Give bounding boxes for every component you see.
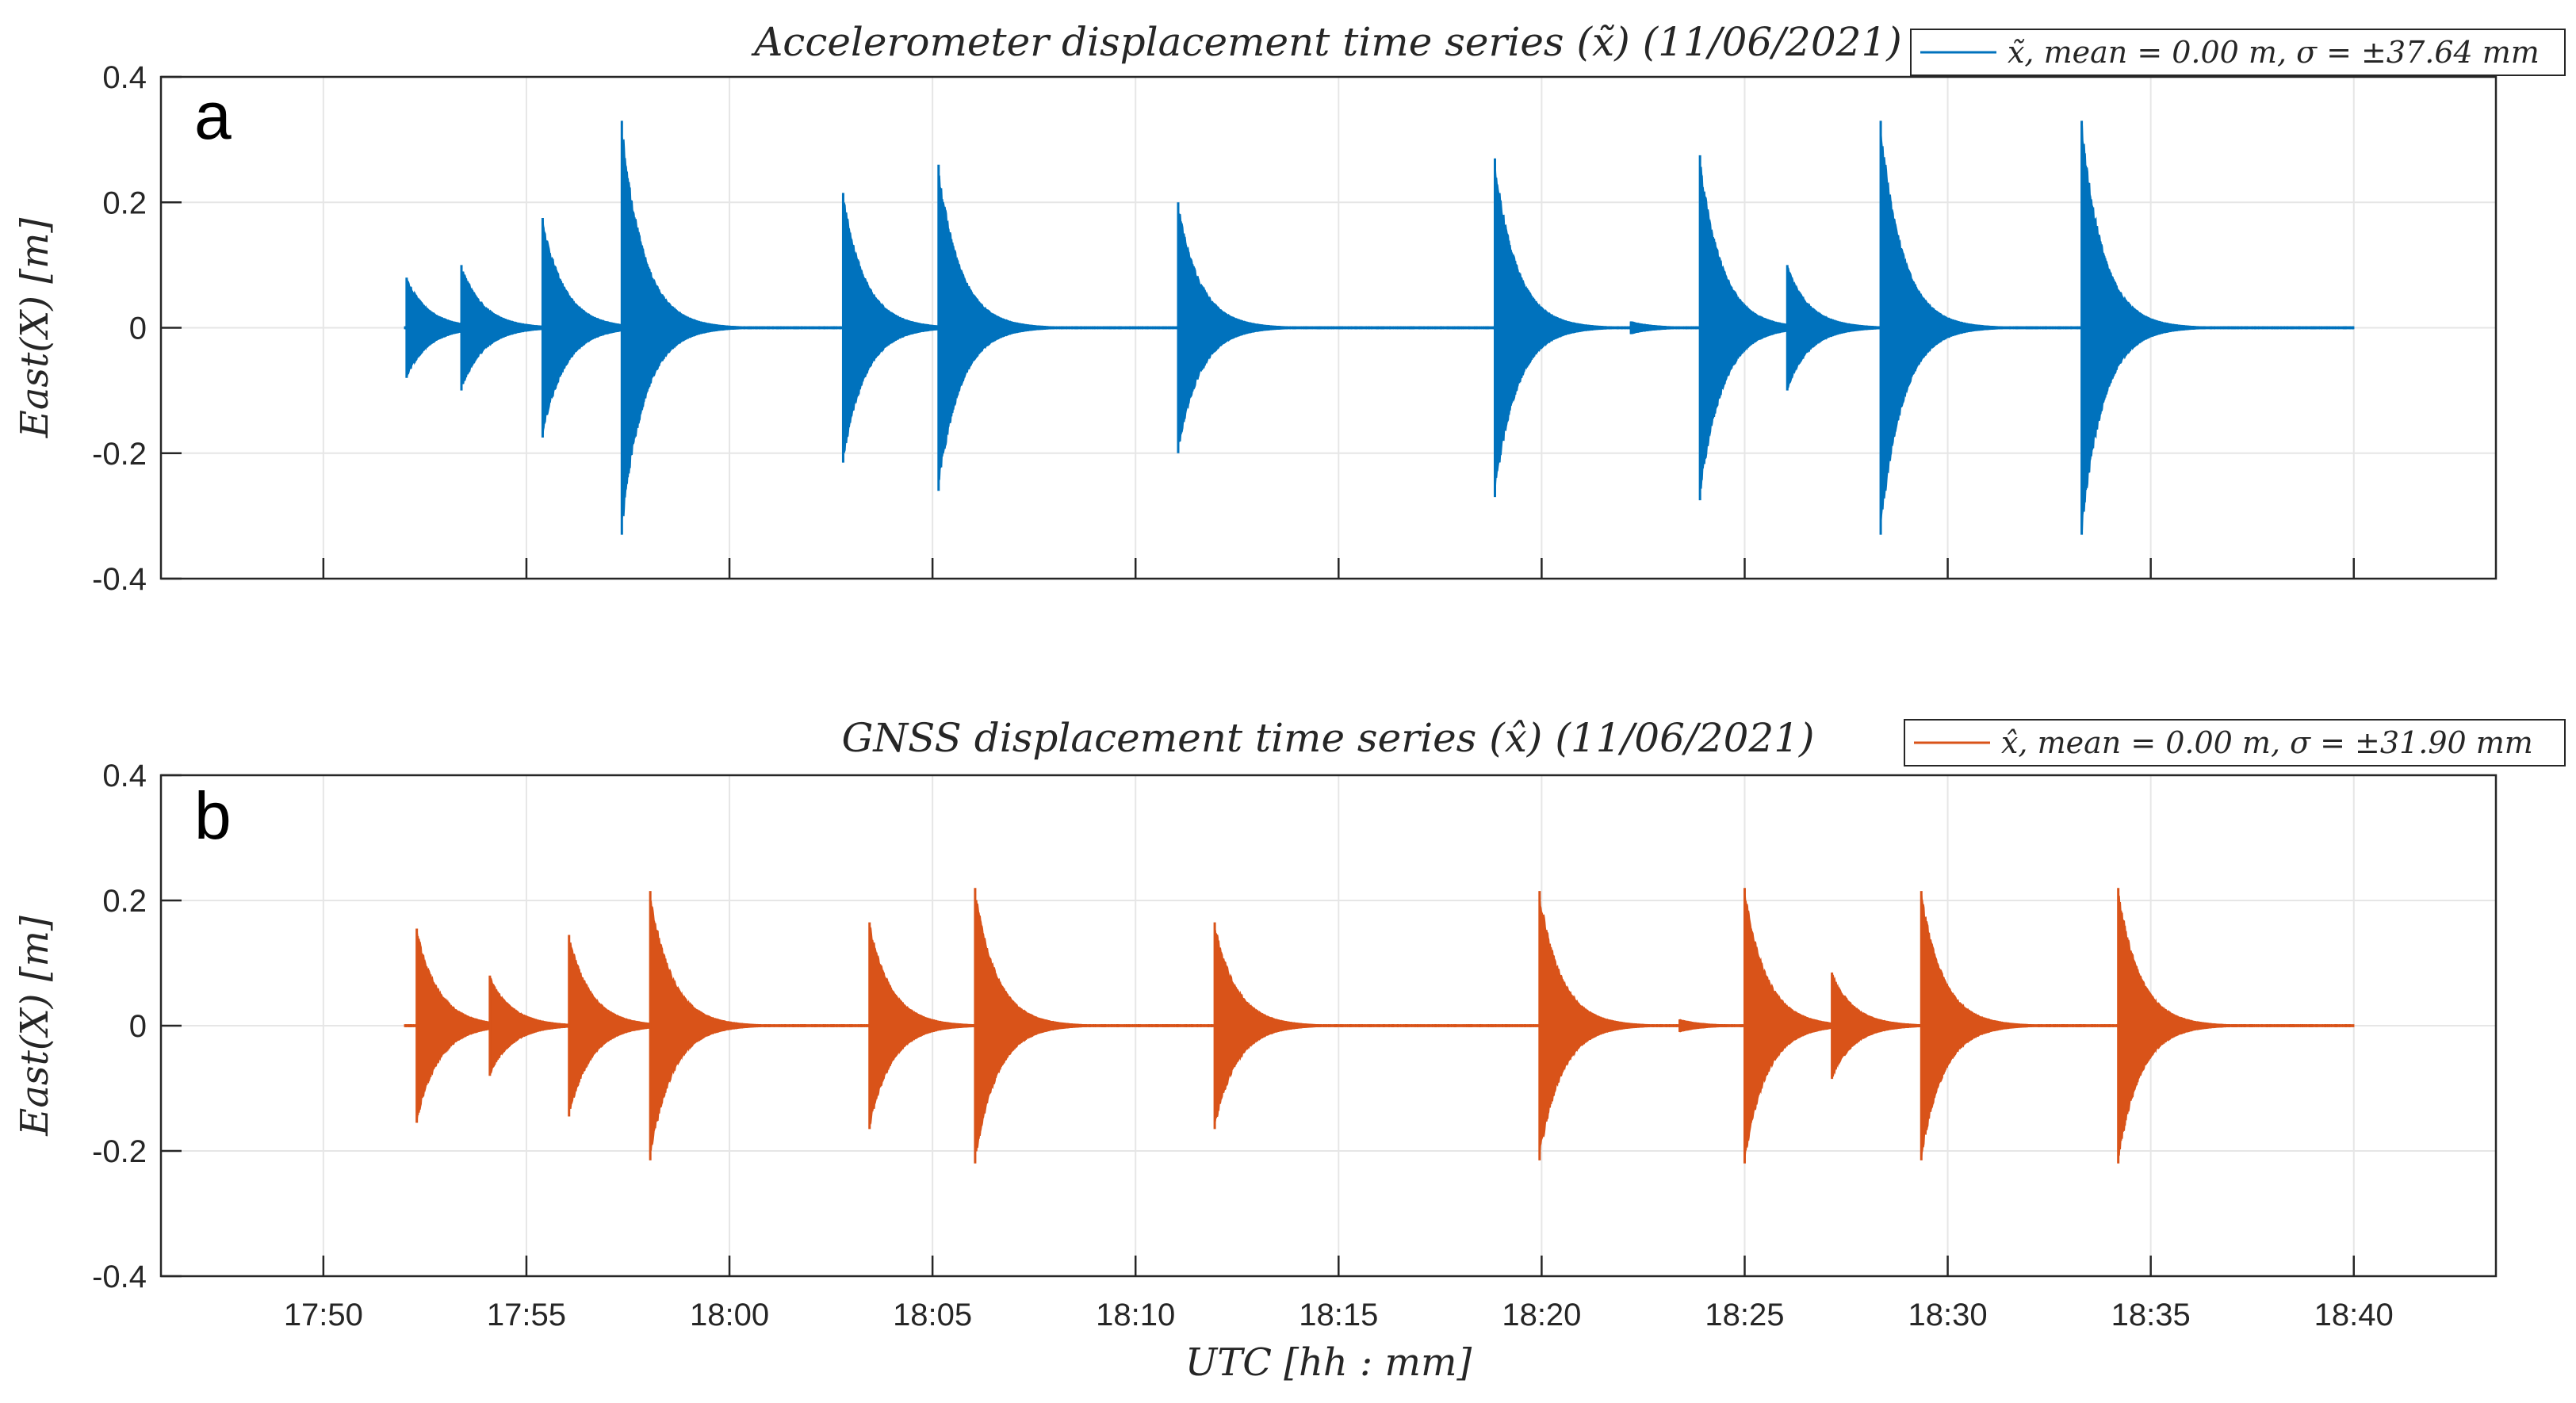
- x-tick-label: 18:05: [893, 1298, 972, 1332]
- y-tick-labels-b: -0.4 -0.2 0 0.2 0.4: [92, 759, 147, 1294]
- y-axis-label-b: East(X) [m]: [13, 916, 57, 1137]
- chart-title-b: GNSS displacement time series (x̂) (11/0…: [841, 715, 1814, 761]
- series-line: [404, 893, 2355, 1159]
- x-tick-label: 18:35: [2111, 1298, 2191, 1332]
- x-tick-label: 17:55: [487, 1298, 566, 1332]
- y-tick-label: -0.2: [92, 437, 147, 472]
- y-tick-label: -0.4: [92, 562, 147, 597]
- y-tick-label: 0: [129, 1009, 147, 1044]
- y-axis-label-a: East(X) [m]: [13, 218, 57, 439]
- y-tick-labels-a: -0.4 -0.2 0 0.2 0.4: [92, 60, 147, 597]
- y-tick-label: 0.2: [102, 185, 147, 220]
- x-tick-label: 18:00: [690, 1298, 769, 1332]
- series-b: [404, 888, 2355, 1164]
- ticks-a: [161, 75, 2355, 580]
- y-tick-label: -0.2: [92, 1134, 147, 1169]
- y-tick-label: 0: [129, 312, 147, 346]
- legend-a: x̃, mean = 0.00 m, σ = ±37.64 mm: [1910, 29, 2566, 76]
- series-a: [404, 120, 2355, 535]
- x-tick-label: 17:50: [284, 1298, 363, 1332]
- legend-b: x̂, mean = 0.00 m, σ = ±31.90 mm: [1904, 719, 2566, 766]
- legend-entry-b: x̂, mean = 0.00 m, σ = ±31.90 mm: [2001, 725, 2533, 760]
- x-tick-label: 18:10: [1096, 1298, 1175, 1332]
- y-tick-label: 0.4: [102, 759, 147, 793]
- panel-a: -0.4 -0.2 0 0.2 0.4 a Accelerometer displace…: [13, 19, 2566, 597]
- x-tick-label: 18:25: [1705, 1298, 1784, 1332]
- series-line: [404, 125, 2355, 530]
- x-tick-label: 18:20: [1502, 1298, 1581, 1332]
- y-tick-label: 0.2: [102, 884, 147, 919]
- ticks-b: [161, 774, 2355, 1278]
- chart-title-a: Accelerometer displacement time series (…: [751, 19, 1902, 65]
- panel-b: -0.4 -0.2 0 0.2 0.4 17:50 17:55 18:00 18:05 18:1…: [13, 715, 2566, 1385]
- x-tick-label: 18:40: [2314, 1298, 2394, 1332]
- panel-letter-a: a: [194, 78, 232, 153]
- panel-letter-b: b: [194, 778, 232, 853]
- legend-entry-a: x̃, mean = 0.00 m, σ = ±37.64 mm: [2008, 35, 2540, 70]
- x-tick-label: 18:15: [1299, 1298, 1378, 1332]
- legend-box-b: [1904, 719, 2566, 766]
- y-tick-label: 0.4: [102, 60, 147, 95]
- x-tick-labels-b: 17:50 17:55 18:00 18:05 18:10 18:15 18:20 18:25…: [284, 1298, 2394, 1332]
- x-tick-label: 18:30: [1908, 1298, 1988, 1332]
- legend-box-a: [1910, 29, 2566, 76]
- y-tick-label: -0.4: [92, 1260, 147, 1294]
- x-axis-label-b: UTC [hh : mm]: [1185, 1340, 1472, 1385]
